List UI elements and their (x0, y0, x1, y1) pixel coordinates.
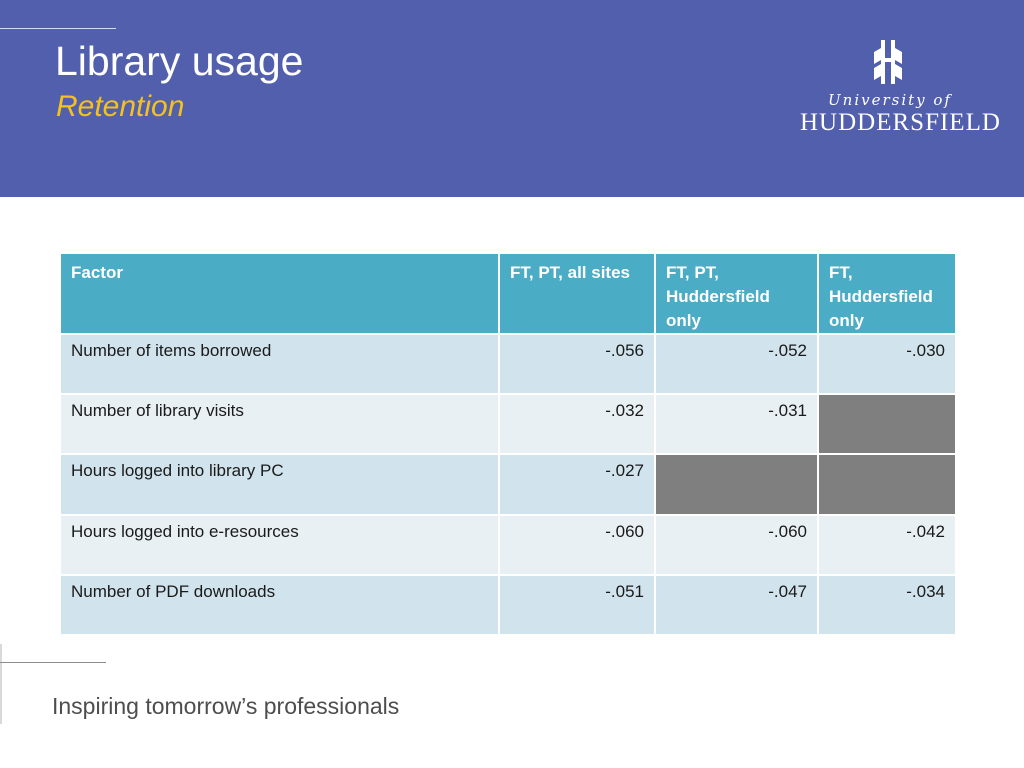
value-cell: -.042 (817, 513, 957, 576)
value-cell: -.034 (817, 573, 957, 637)
logo-university-text: University of (828, 91, 952, 109)
slide-subtitle: Retention (56, 90, 185, 123)
header-divider (0, 28, 116, 29)
value-cell: -.051 (498, 573, 656, 637)
table-header-row: Factor FT, PT, all sites FT, PT, Hudders… (59, 252, 957, 335)
factor-cell: Number of PDF downloads (59, 573, 500, 637)
factor-cell: Number of items borrowed (59, 332, 500, 396)
value-cell: -.047 (654, 573, 819, 637)
empty-cell (654, 453, 819, 516)
value-cell: -.060 (654, 513, 819, 576)
table-row: Number of PDF downloads -.051 -.047 -.03… (59, 573, 957, 637)
factor-cell: Hours logged into e-resources (59, 513, 500, 576)
column-header-pt-huddersfield: FT, PT, Huddersfield only (654, 252, 819, 335)
header-banner: Library usage Retention University of Hu… (0, 0, 1024, 197)
value-cell: -.031 (654, 393, 819, 456)
university-logo: University of Huddersfield (800, 38, 1001, 138)
footer-tagline: Inspiring tomorrow’s professionals (52, 693, 400, 719)
column-header-all-sites: FT, PT, all sites (498, 252, 656, 335)
factor-cell: Number of library visits (59, 393, 500, 456)
empty-cell (817, 393, 957, 456)
footer-horizontal-divider (0, 662, 106, 663)
value-cell: -.056 (498, 332, 656, 396)
retention-factors-table: Factor FT, PT, all sites FT, PT, Hudders… (59, 252, 957, 637)
column-header-ft-huddersfield: FT, Huddersfield only (817, 252, 957, 335)
logo-huddersfield-text: Huddersfield (800, 109, 1001, 136)
column-header-factor: Factor (59, 252, 500, 335)
factor-cell: Hours logged into library PC (59, 453, 500, 516)
empty-cell (817, 453, 957, 516)
value-cell: -.032 (498, 393, 656, 456)
value-cell: -.030 (817, 332, 957, 396)
value-cell: -.027 (498, 453, 656, 516)
slide-title: Library usage (55, 38, 304, 84)
table-row: Number of items borrowed -.056 -.052 -.0… (59, 332, 957, 396)
huddersfield-crest-icon (874, 40, 902, 84)
value-cell: -.052 (654, 332, 819, 396)
footer-vertical-divider (0, 644, 2, 724)
table-row: Number of library visits -.032 -.031 (59, 393, 957, 456)
table-row: Hours logged into e-resources -.060 -.06… (59, 513, 957, 576)
table-row: Hours logged into library PC -.027 (59, 453, 957, 516)
value-cell: -.060 (498, 513, 656, 576)
